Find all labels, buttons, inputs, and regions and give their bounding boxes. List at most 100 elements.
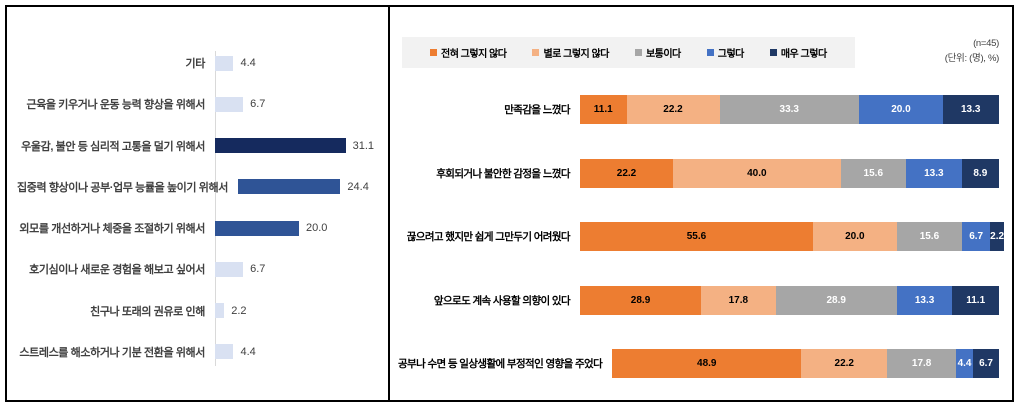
bar-segment: 6.7 <box>962 222 991 251</box>
stacked-bar-row: 끊으려고 했지만 쉽게 그만두기 어려웠다 55.6 20.0 15.6 6.7 2.2 <box>398 222 1005 251</box>
right-chart-header: 전혀 그렇지 않다 별로 그렇지 않다 보통이다 그렇다 매우 그렇다 (n=4… <box>402 37 999 68</box>
bar-row: 친구나 또래의 권유로 인해 2.2 <box>17 303 380 319</box>
bar-plot-area: 24.4 <box>237 179 380 195</box>
category-label: 공부나 수면 등 일상생활에 부정적인 영향을 주었다 <box>398 358 603 370</box>
value-label: 2.2 <box>231 304 247 317</box>
legend-label: 그렇다 <box>717 49 745 60</box>
stacked-bar-track: 28.9 17.8 28.9 13.3 11.1 <box>580 285 999 315</box>
value-label: 6.7 <box>250 98 266 111</box>
legend-label: 매우 그렇다 <box>780 49 827 60</box>
bar-row: 집중력 향상이나 공부·업무 능률을 높이기 위해서 24.4 <box>17 179 380 195</box>
reasons-bar-chart: 기타 4.4 근육을 키우거나 운동 능력 향상을 위해서 6.7 우울감, 불… <box>17 55 380 360</box>
bar-segment: 11.1 <box>580 95 627 124</box>
segment-value-label: 22.2 <box>834 358 854 369</box>
legend-swatch <box>634 49 642 56</box>
bar-segment: 22.2 <box>626 95 720 124</box>
segment-value-label: 6.7 <box>969 231 984 242</box>
bar-segment: 17.8 <box>887 349 957 378</box>
bar-segment: 2.2 <box>990 222 1005 251</box>
category-label: 호기심이나 새로운 경험을 해보고 싶어서 <box>29 264 205 277</box>
stacked-bar-row: 공부나 수면 등 일상생활에 부정적인 영향을 주었다 48.9 22.2 17.8… <box>398 349 999 378</box>
bar-segment: 20.0 <box>812 222 897 251</box>
value-label: 20.0 <box>306 222 328 235</box>
sample-size-note: (n=45) (단위: (명), %) <box>944 37 1000 66</box>
category-label: 스트레스를 해소하거나 기분 전환을 위해서 <box>19 346 205 359</box>
category-label: 외모를 개선하거나 체중을 조절하기 위해서 <box>19 223 205 236</box>
segment-value-label: 11.1 <box>593 104 613 115</box>
report-frame: 기타 4.4 근육을 키우거나 운동 능력 향상을 위해서 6.7 우울감, 불… <box>5 5 1014 402</box>
bar <box>237 179 341 195</box>
bar-segment: 13.3 <box>905 158 962 188</box>
bar-segment: 33.3 <box>719 95 860 124</box>
segment-value-label: 15.6 <box>919 231 940 242</box>
bar-segment: 4.4 <box>956 349 974 378</box>
legend-swatch <box>769 49 777 56</box>
segment-value-label: 13.3 <box>914 294 935 306</box>
legend-swatch <box>430 49 437 56</box>
category-label: 앞으로도 계속 사용할 의향이 있다 <box>433 294 571 307</box>
segment-value-label: 13.3 <box>960 104 981 115</box>
category-label: 우울감, 불안 등 심리적 고통을 덜기 위해서 <box>21 140 205 153</box>
segment-value-label: 55.6 <box>686 231 707 242</box>
bar <box>215 344 234 360</box>
category-label: 집중력 향상이나 공부·업무 능률을 높이기 위해서 <box>17 181 228 194</box>
bar-plot-area: 6.7 <box>215 96 380 112</box>
legend-item: 별로 그렇지 않다 <box>532 45 609 60</box>
n-label: (n=45) <box>973 38 999 49</box>
agreement-stacked-chart: 만족감을 느꼈다 11.1 22.2 33.3 20.0 13.3 후회되거나 불안한 … <box>398 95 1005 378</box>
legend-label: 별로 그렇지 않다 <box>543 49 609 60</box>
bar-plot-area: 31.1 <box>215 138 380 154</box>
stacked-bar-row: 앞으로도 계속 사용할 의향이 있다 28.9 17.8 28.9 13.3 11.1 <box>398 285 999 315</box>
bar-segment: 28.9 <box>580 285 702 315</box>
category-label: 근육을 키우거나 운동 능력 향상을 위해서 <box>26 99 205 112</box>
bar-row: 스트레스를 해소하거나 기분 전환을 위해서 4.4 <box>17 344 380 360</box>
panel-divider <box>388 7 390 400</box>
unit-label: (단위: (명), %) <box>944 52 1000 64</box>
segment-value-label: 13.3 <box>924 167 944 179</box>
value-label: 4.4 <box>240 345 256 358</box>
bar-segment: 15.6 <box>840 158 906 188</box>
segment-value-label: 4.4 <box>957 358 972 369</box>
legend: 전혀 그렇지 않다 별로 그렇지 않다 보통이다 그렇다 매우 그렇다 <box>402 37 855 68</box>
bar-segment: 13.3 <box>942 95 999 124</box>
segment-value-label: 28.9 <box>826 294 846 306</box>
value-label: 4.4 <box>240 57 256 69</box>
bar-segment: 22.2 <box>580 158 674 188</box>
bar-plot-area: 6.7 <box>215 261 380 277</box>
bar-plot-area: 4.4 <box>215 344 380 360</box>
segment-value-label: 28.9 <box>630 294 651 306</box>
segment-value-label: 22.2 <box>616 167 637 179</box>
bar <box>215 303 225 319</box>
category-label: 친구나 또래의 권유로 인해 <box>90 305 205 318</box>
bar-row: 근육을 키우거나 운동 능력 향상을 위해서 6.7 <box>17 96 380 112</box>
bar-segment: 20.0 <box>859 95 943 124</box>
bar-segment: 6.7 <box>973 349 999 378</box>
left-chart-panel: 기타 4.4 근육을 키우거나 운동 능력 향상을 위해서 6.7 우울감, 불… <box>7 7 388 400</box>
segment-value-label: 20.0 <box>891 104 911 115</box>
legend-label: 전혀 그렇지 않다 <box>441 49 507 60</box>
bar-segment: 17.8 <box>701 285 776 315</box>
category-label: 끊으려고 했지만 쉽게 그만두기 어려웠다 <box>406 231 571 243</box>
stacked-bar-row: 만족감을 느꼈다 11.1 22.2 33.3 20.0 13.3 <box>398 95 999 124</box>
legend-item: 그렇다 <box>706 45 745 60</box>
category-label: 기타 <box>185 58 206 70</box>
segment-value-label: 33.3 <box>779 104 799 115</box>
bar <box>215 96 244 112</box>
segment-value-label: 17.8 <box>911 358 932 369</box>
stacked-bar-track: 22.2 40.0 15.6 13.3 8.9 <box>580 158 999 188</box>
value-label: 31.1 <box>352 139 375 152</box>
value-label: 6.7 <box>250 263 266 276</box>
bar-plot-area: 20.0 <box>215 220 380 236</box>
bar-segment: 8.9 <box>961 158 999 188</box>
segment-value-label: 2.2 <box>990 231 1005 242</box>
segment-value-label: 6.7 <box>979 358 993 369</box>
bar <box>215 55 234 71</box>
bar-plot-area: 2.2 <box>215 303 380 319</box>
segment-value-label: 8.9 <box>973 167 988 179</box>
bar-segment: 22.2 <box>801 349 888 378</box>
stacked-bar-track: 48.9 22.2 17.8 4.4 6.7 <box>612 349 999 378</box>
legend-label: 보통이다 <box>645 49 681 60</box>
bar-row: 우울감, 불안 등 심리적 고통을 덜기 위해서 31.1 <box>17 138 380 154</box>
bar <box>215 138 346 154</box>
bar-segment: 48.9 <box>612 349 802 378</box>
